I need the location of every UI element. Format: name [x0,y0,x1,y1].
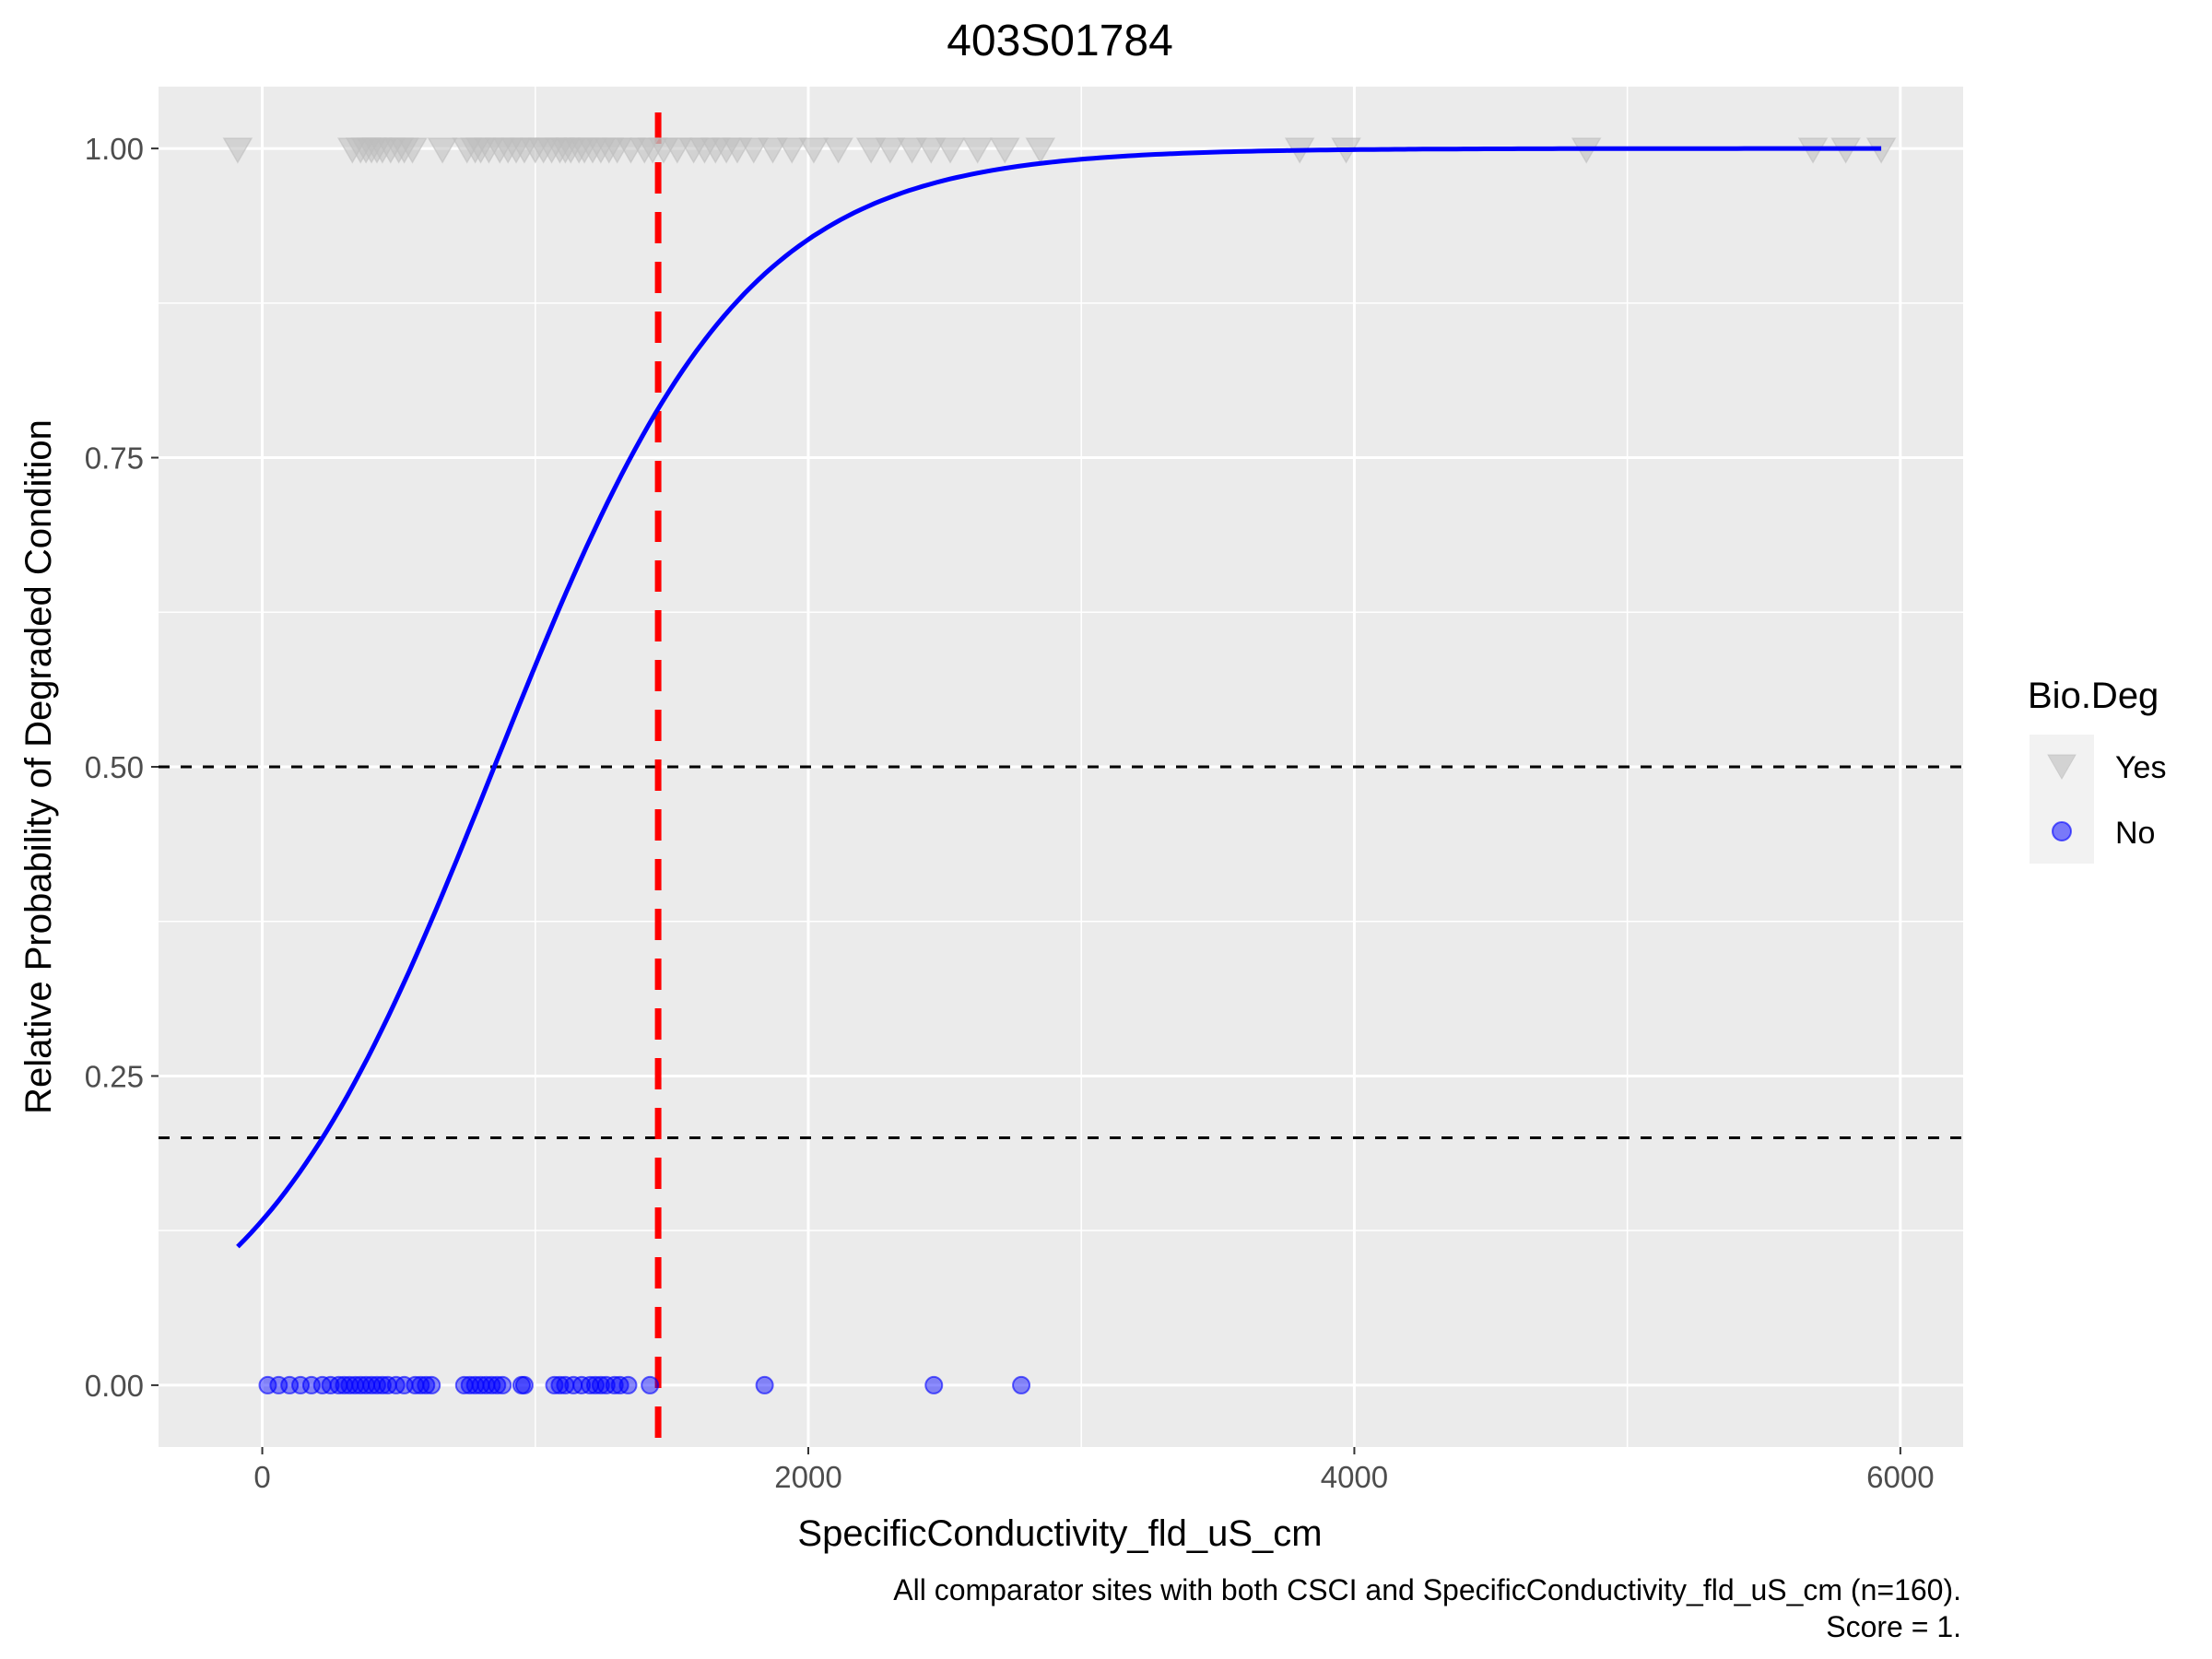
legend: Bio.Deg Yes No [2028,676,2166,864]
no-point [493,1375,512,1394]
y-tick-label: 0.00 [85,1369,144,1403]
no-point [618,1375,638,1394]
y-tick-label: 1.00 [85,132,144,166]
y-tick-label: 0.75 [85,441,144,476]
yes-point [989,137,1020,164]
yes-point [758,137,788,164]
caption-line-2: Score = 1. [1826,1610,1961,1643]
no-point [591,1375,610,1394]
caption-line-1: All comparator sites with both CSCI and … [893,1573,1961,1606]
x-tick-label: 6000 [1866,1460,1934,1494]
yes-point [962,137,993,164]
no-point [488,1375,507,1394]
y-tick-label: 0.50 [85,750,144,784]
yes-point [776,137,807,164]
no-point [422,1375,441,1394]
x-axis-title: SpecificConductivity_fld_uS_cm [797,1513,1322,1554]
yes-point [222,137,253,164]
x-tick-label: 0 [253,1460,270,1494]
no-point [755,1375,774,1394]
yes-point [897,137,927,164]
no-point [514,1375,534,1394]
x-tick-label: 2000 [774,1460,841,1494]
yes-point [798,137,830,164]
yes-point [427,137,458,164]
yes-point [1025,137,1056,164]
legend-title: Bio.Deg [2028,676,2159,716]
x-tick-label: 4000 [1321,1460,1388,1494]
legend-yes-symbol [2047,754,2077,781]
yes-point [738,137,770,164]
y-axis-ticks: 0.00 0.25 0.50 0.75 1.00 [85,132,159,1403]
y-tick-label: 0.25 [85,1059,144,1093]
no-point [641,1375,660,1394]
chart-title: 403S01784 [947,17,1173,65]
no-point [924,1375,944,1394]
legend-label-no: No [2115,816,2155,851]
legend-label-yes: Yes [2115,750,2166,785]
legend-no-symbol [2052,821,2072,841]
no-point [550,1375,570,1394]
y-axis-title: Relative Probability of Degraded Conditi… [18,419,59,1114]
no-point [417,1375,436,1394]
reference-lines [159,112,1963,1447]
fit-curve [236,146,1882,1249]
no-point [1012,1375,1031,1394]
no-point [605,1375,624,1394]
no-point [372,1375,392,1394]
yes-point [823,137,853,164]
yes-point [915,137,947,164]
no-points [258,1375,1031,1394]
yes-point [935,137,966,164]
yes-point [875,137,906,164]
yes-point [855,137,887,164]
yes-point [397,137,428,164]
x-axis-ticks: 0 2000 4000 6000 [253,1447,1935,1494]
